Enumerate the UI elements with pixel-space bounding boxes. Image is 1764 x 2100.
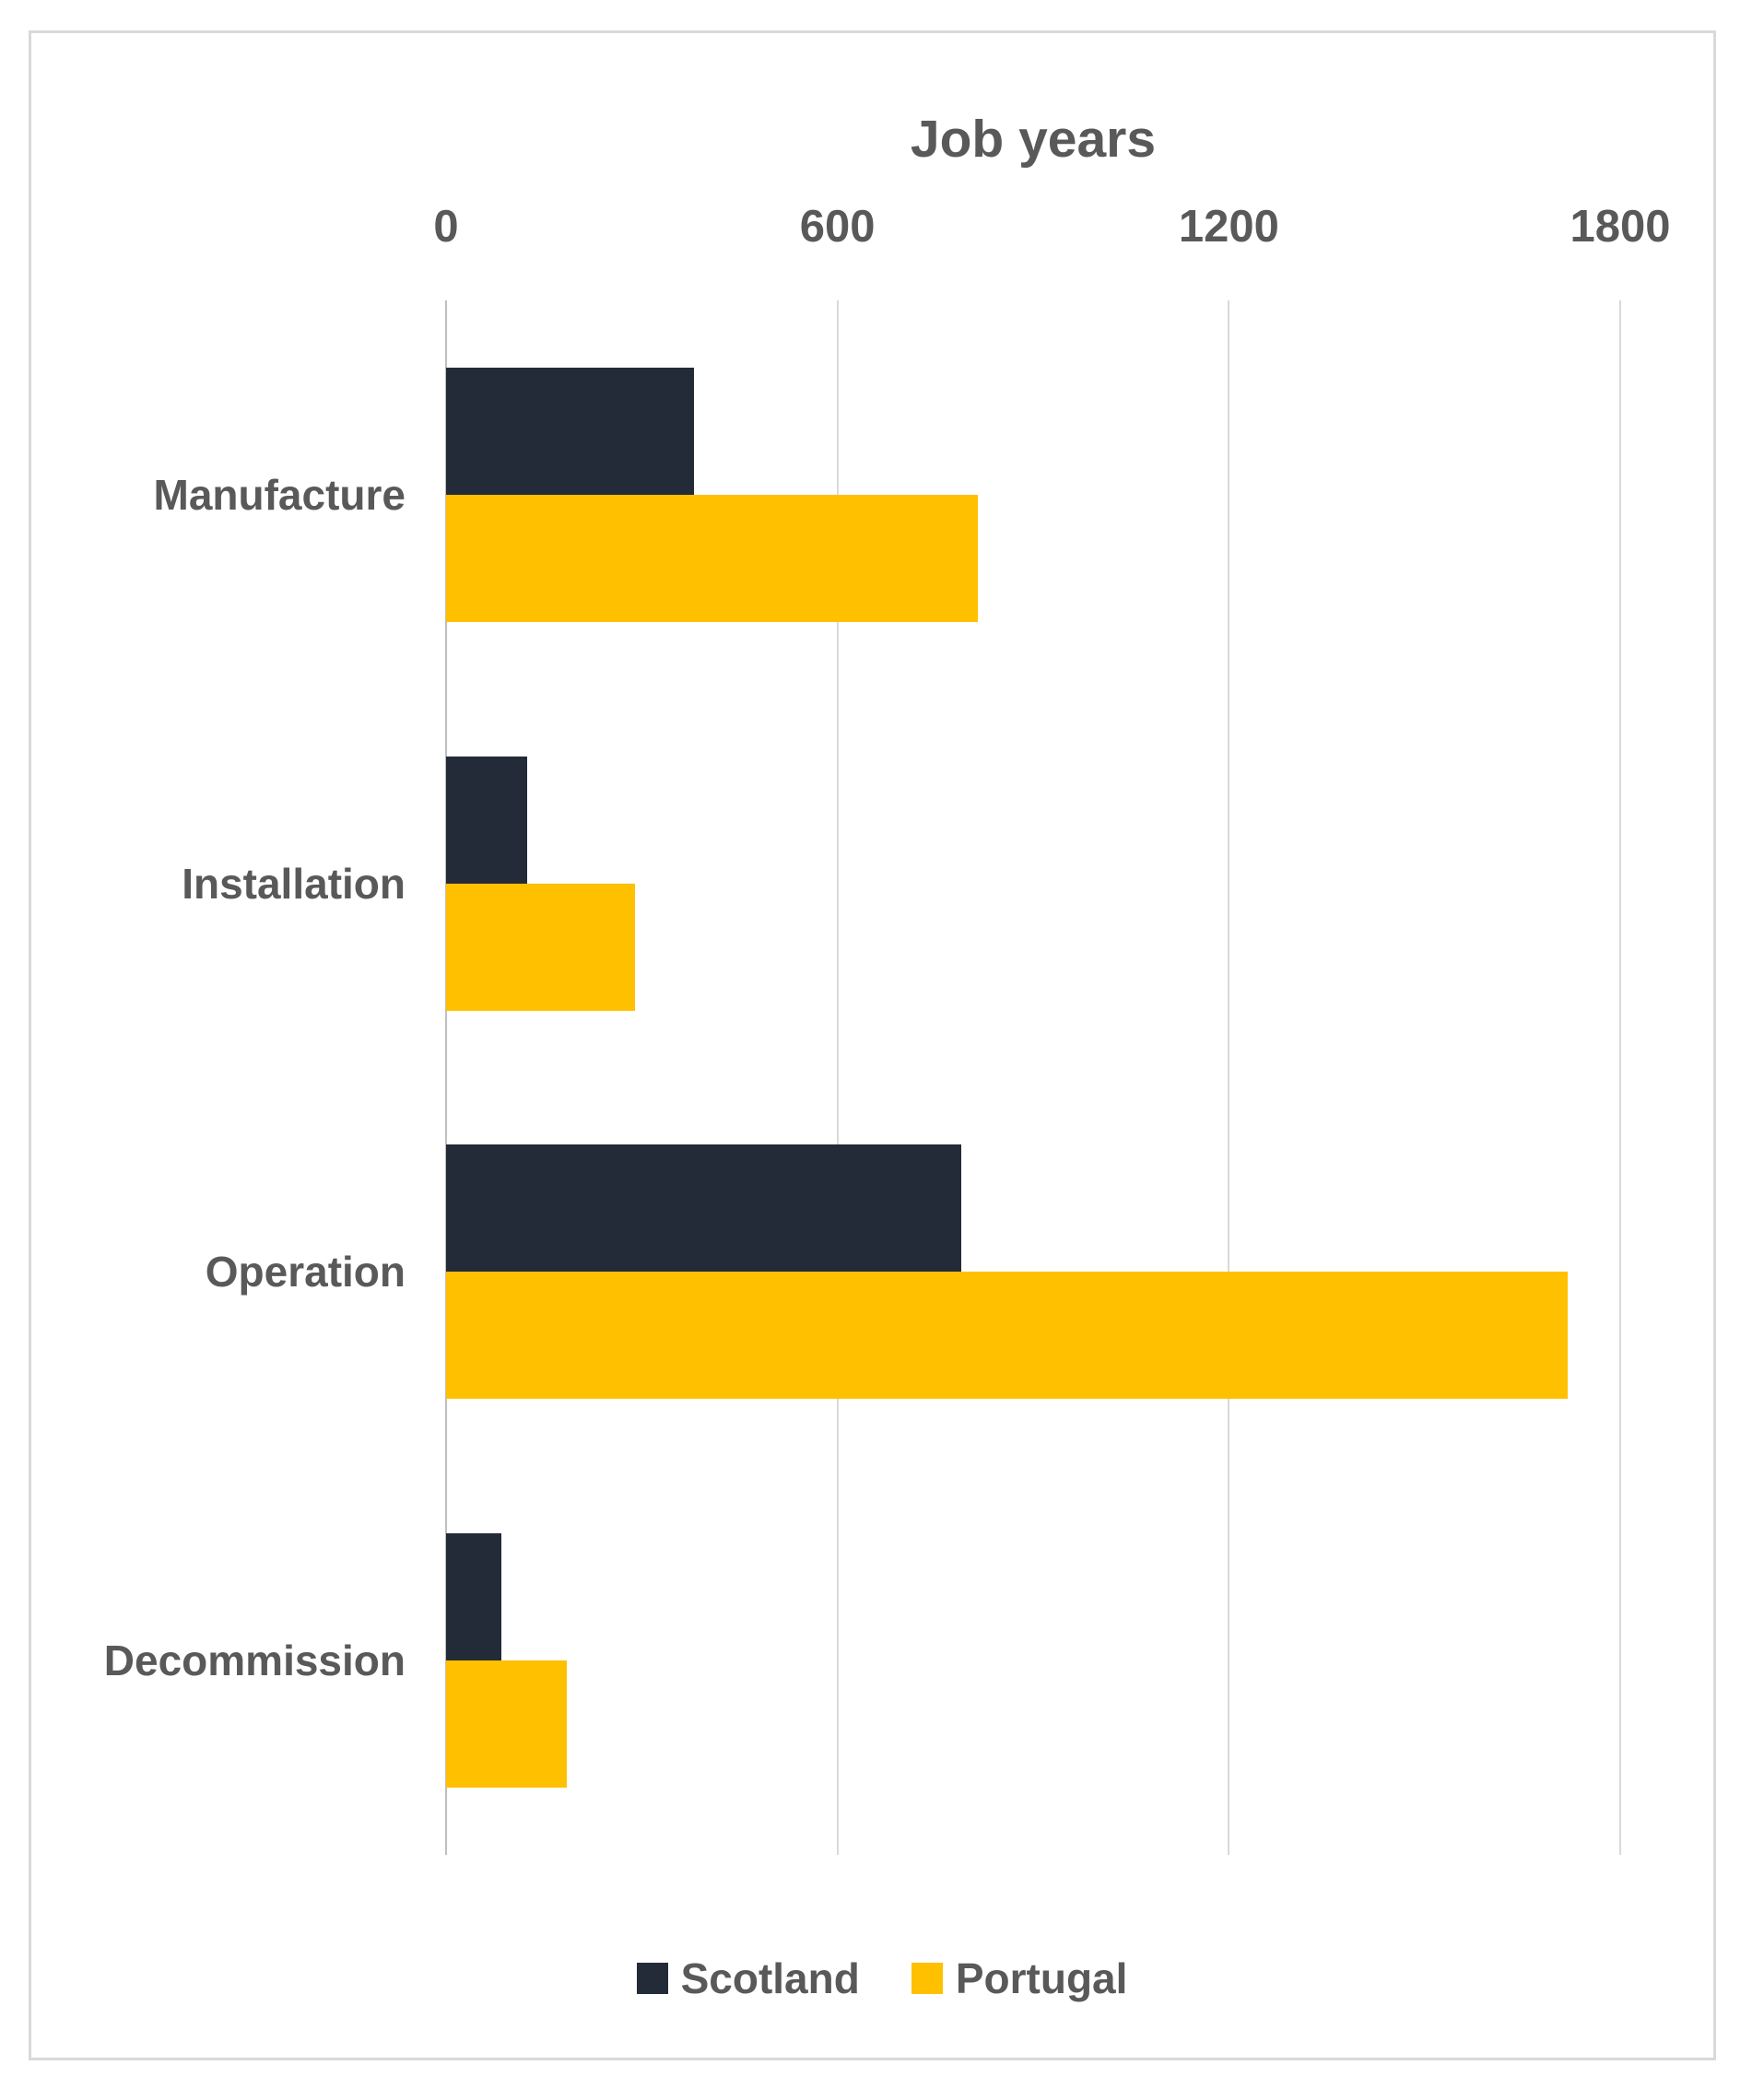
gridline (836, 300, 839, 1855)
legend-item-portugal: Portugal (911, 1953, 1128, 2003)
x-tick-label: 1800 (1570, 202, 1671, 252)
bar-portugal-decommission (446, 1660, 567, 1789)
bar-portugal-manufacture (446, 494, 978, 622)
y-axis-line (445, 300, 447, 1855)
plot-area (445, 300, 1621, 1855)
legend-swatch-portugal (911, 1963, 943, 1994)
x-tick-label: 600 (799, 202, 876, 252)
bar-scotland-installation (446, 756, 528, 884)
legend-label: Scotland (680, 1954, 860, 2002)
legend-label: Portugal (955, 1954, 1128, 2002)
legend-swatch-scotland (636, 1963, 668, 1994)
legend-item-scotland: Scotland (636, 1953, 860, 2003)
bar-portugal-installation (446, 883, 636, 1011)
legend: Scotland Portugal (0, 1946, 1764, 2011)
chart-frame (29, 30, 1716, 2060)
bar-scotland-operation (446, 1144, 962, 1273)
chart-title: Job years (910, 110, 1157, 169)
bar-scotland-manufacture (446, 367, 694, 495)
gridline (1228, 300, 1230, 1855)
gridline (1619, 300, 1621, 1855)
bar-portugal-operation (446, 1272, 1569, 1400)
x-tick-label: 1200 (1178, 202, 1279, 252)
x-tick-label: 0 (433, 202, 459, 252)
bar-scotland-decommission (446, 1533, 502, 1661)
x-axis-tick-labels: 0 600 1200 1800 (0, 201, 1764, 256)
